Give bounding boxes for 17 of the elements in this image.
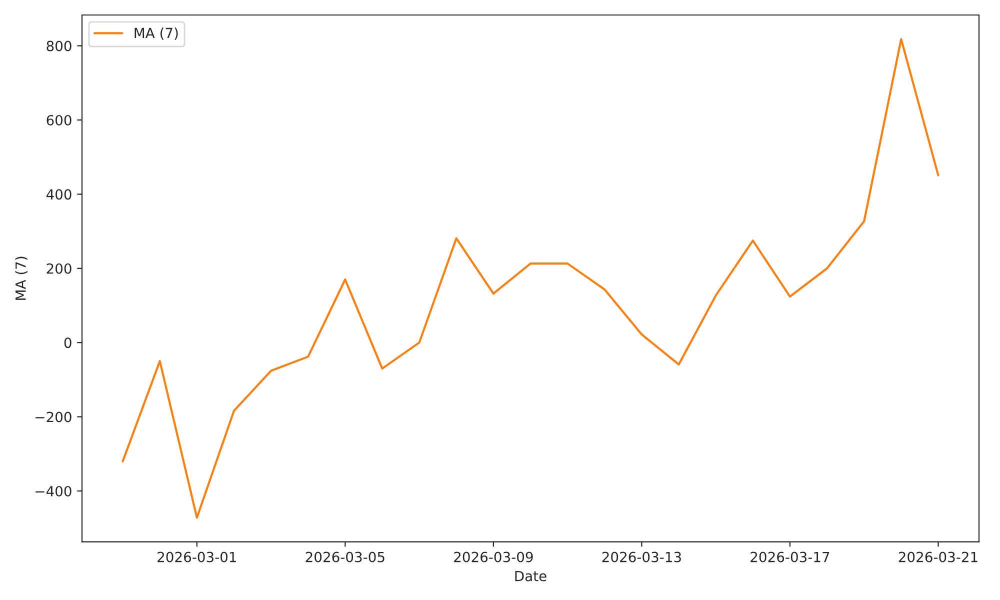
x-tick-label: 2026-03-05 bbox=[306, 552, 384, 562]
y-tick-label: 400 bbox=[46, 189, 72, 200]
x-tick-label: 2026-03-17 bbox=[750, 552, 830, 562]
x-tick-label: 2026-03-13 bbox=[602, 552, 681, 562]
y-tick-label: 800 bbox=[46, 40, 72, 52]
y-tick-label: 600 bbox=[46, 114, 72, 126]
y-axis-title: MA (7) bbox=[15, 256, 28, 300]
x-axis-title: Date bbox=[515, 570, 546, 582]
y-tick-label: −200 bbox=[36, 412, 72, 422]
y-tick-label: 0 bbox=[64, 338, 72, 348]
y-tick-label: 200 bbox=[46, 263, 72, 274]
line-series bbox=[122, 38, 940, 519]
x-tick-label: 2026-03-09 bbox=[454, 552, 533, 562]
x-tick-label: 2026-03-01 bbox=[158, 552, 236, 562]
legend-label: MA (7) bbox=[134, 28, 178, 40]
y-tick-label: −400 bbox=[36, 486, 72, 496]
x-tick-label: 2026-03-21 bbox=[898, 552, 978, 562]
